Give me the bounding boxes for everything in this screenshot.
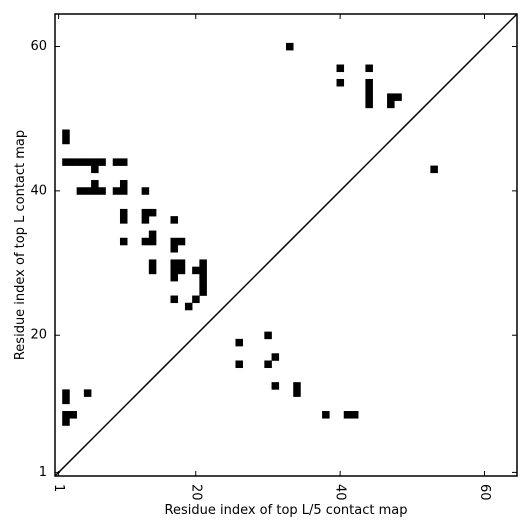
contact-cell: [91, 187, 99, 195]
contact-cell: [322, 411, 330, 419]
contact-cell: [119, 237, 128, 246]
contact-cell: [112, 158, 121, 166]
contact-cell: [112, 187, 121, 195]
contact-cell: [430, 165, 438, 174]
contact-cell: [170, 273, 179, 282]
contact-cell: [177, 266, 186, 275]
contact-cell: [69, 411, 77, 419]
contact-cell: [192, 266, 200, 275]
contact-cell: [62, 418, 70, 426]
contact-cell: [170, 216, 179, 224]
contact-cell: [170, 259, 179, 267]
y-tick-label: 20: [30, 328, 47, 343]
contact-cell: [98, 187, 106, 195]
contact-cell: [62, 411, 70, 419]
contact-cell: [387, 100, 395, 109]
contact-cell: [76, 187, 85, 195]
x-tick-label: 60: [477, 484, 492, 501]
contact-cell: [170, 237, 179, 246]
contact-cell: [119, 216, 128, 224]
contact-cell: [83, 187, 92, 195]
contact-cell: [394, 93, 402, 101]
contact-cell: [69, 158, 77, 166]
contact-cell: [62, 129, 70, 138]
contact-cell: [148, 208, 157, 217]
contact-cell: [83, 158, 92, 166]
contact-cell: [343, 411, 352, 419]
contact-cell: [199, 259, 207, 267]
contact-cells: [62, 42, 438, 426]
contact-cell: [91, 180, 99, 188]
contact-cell: [62, 396, 70, 405]
contact-cell: [264, 331, 272, 340]
y-tick-label: 1: [39, 465, 47, 480]
contact-cell: [336, 78, 345, 87]
contact-cell: [170, 266, 179, 275]
contact-cell: [350, 411, 359, 419]
contact-cell: [293, 389, 301, 397]
contact-cell: [119, 180, 128, 188]
contact-cell: [365, 78, 373, 87]
contact-cell: [170, 295, 179, 304]
contact-cell: [91, 158, 99, 166]
axis-ticks: 1 20 40 60 1 20 40 60: [30, 14, 517, 501]
y-axis-label: Residue index of top L contact map: [13, 130, 28, 360]
y-tick-label: 40: [30, 183, 47, 198]
contact-cell: [293, 382, 301, 390]
contact-cell: [235, 360, 243, 369]
contact-cell: [387, 93, 395, 101]
contact-cell: [98, 158, 106, 166]
contact-cell: [148, 237, 157, 246]
contact-cell: [141, 208, 150, 217]
contact-cell: [264, 360, 272, 369]
contact-cell: [199, 273, 207, 282]
contact-cell: [141, 187, 150, 195]
contact-cell: [170, 245, 179, 253]
contact-cell: [192, 295, 200, 304]
x-tick-label: 40: [333, 484, 348, 501]
plot-frame: [54, 13, 518, 477]
contact-cell: [141, 216, 150, 224]
contact-cell: [199, 266, 207, 275]
contact-cell: [365, 86, 373, 94]
contact-cell: [336, 64, 345, 73]
contact-cell: [148, 230, 157, 239]
contact-cell: [119, 208, 128, 217]
contact-cell: [148, 266, 157, 275]
contact-cell: [365, 64, 373, 73]
contact-cell: [365, 100, 373, 109]
contact-cell: [184, 302, 193, 311]
contact-cell: [148, 259, 157, 267]
diagonal-line: [54, 13, 518, 477]
contact-cell: [62, 136, 70, 145]
contact-cell: [119, 158, 128, 166]
contact-cell: [271, 353, 280, 361]
x-tick-label: 1: [51, 484, 66, 492]
contact-cell: [271, 382, 280, 390]
y-tick-label: 60: [30, 39, 47, 54]
contact-cell: [83, 389, 92, 397]
contact-cell: [119, 187, 128, 195]
contact-cell: [141, 237, 150, 246]
contact-cell: [62, 158, 70, 166]
contact-cell: [62, 389, 70, 397]
contact-cell: [177, 259, 186, 267]
contact-cell: [286, 42, 294, 51]
contact-cell: [177, 237, 186, 246]
x-tick-label: 20: [188, 484, 203, 501]
x-axis-label: Residue index of top L/5 contact map: [165, 503, 408, 518]
contact-cell: [199, 281, 207, 289]
contact-cell: [91, 165, 99, 174]
contact-cell: [199, 288, 207, 296]
contact-cell: [235, 338, 243, 347]
contact-cell: [76, 158, 85, 166]
contact-cell: [365, 93, 373, 101]
